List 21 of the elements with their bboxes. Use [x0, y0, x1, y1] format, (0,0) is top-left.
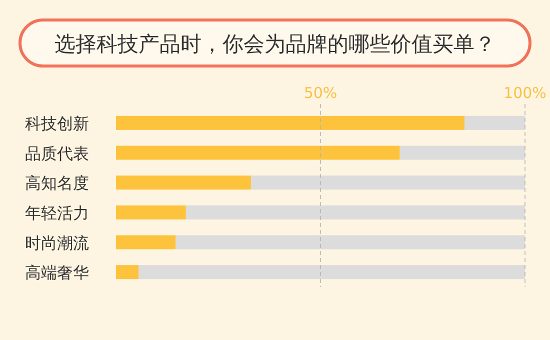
y-tick-label: 时尚潮流	[25, 233, 89, 252]
bar	[116, 176, 251, 190]
bar	[116, 116, 464, 130]
y-tick-label: 高知名度	[25, 174, 89, 193]
bar	[400, 146, 525, 160]
bar	[116, 265, 138, 280]
bar	[138, 265, 525, 280]
chart-title: 选择科技产品时，你会为品牌的哪些价值买单？	[54, 32, 496, 56]
bar	[116, 235, 176, 250]
y-tick-label: 品质代表	[25, 144, 89, 163]
bar	[116, 205, 186, 220]
bar	[464, 116, 525, 130]
y-tick-label: 年轻活力	[25, 203, 89, 222]
x-tick-label: 50%	[304, 84, 338, 102]
bar	[250, 176, 525, 190]
y-tick-label: 高端奢华	[25, 263, 89, 282]
bar	[176, 235, 525, 250]
bar	[186, 205, 525, 220]
bar	[116, 146, 400, 160]
x-tick-label: 100%	[504, 84, 546, 102]
y-tick-label: 科技创新	[25, 114, 89, 133]
